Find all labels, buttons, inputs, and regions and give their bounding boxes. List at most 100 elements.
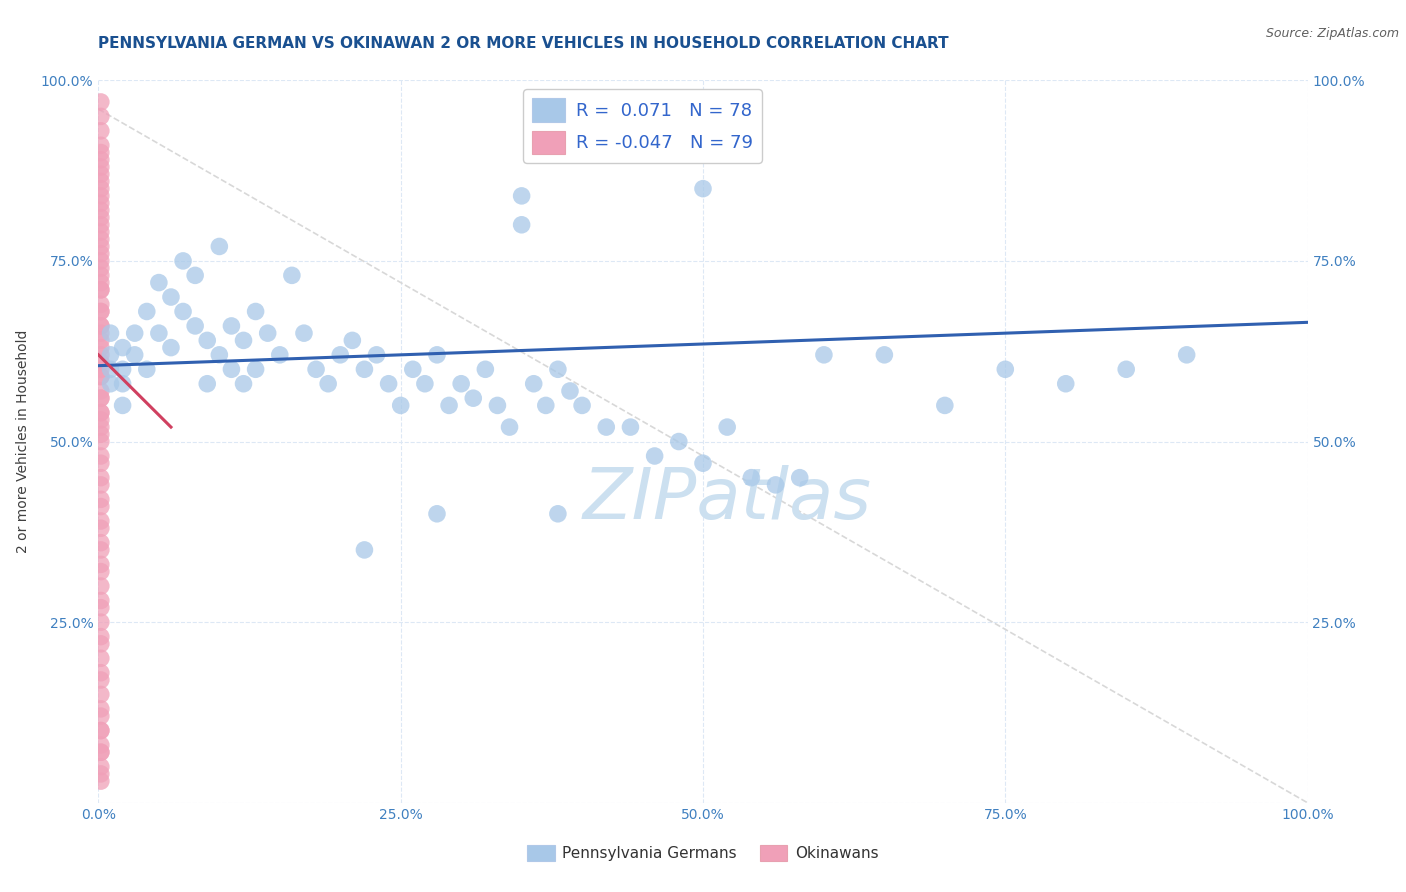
Point [135,304,157,318]
Point [90,391,112,405]
Point [90,334,112,348]
Point [90,160,112,174]
Point [366,348,388,362]
Point [221,362,243,376]
Point [90,391,112,405]
Point [100,326,122,340]
Point [342,334,364,348]
Point [111,376,134,391]
Point [90,110,112,124]
Point [789,470,811,484]
Point [1054,376,1077,391]
Point [90,304,112,318]
Point [90,239,112,253]
Point [90,745,112,759]
Point [90,225,112,239]
Point [353,542,375,557]
Point [90,196,112,211]
Point [668,434,690,449]
Point [90,326,112,340]
Point [90,348,112,362]
Point [571,398,593,412]
Point [90,456,112,470]
Point [90,124,112,138]
Point [765,478,787,492]
Point [195,334,218,348]
Text: PENNSYLVANIA GERMAN VS OKINAWAN 2 OR MORE VEHICLES IN HOUSEHOLD CORRELATION CHAR: PENNSYLVANIA GERMAN VS OKINAWAN 2 OR MOR… [98,36,949,51]
Point [90,153,112,167]
Point [90,253,112,268]
Point [305,362,328,376]
Point [90,283,112,297]
Point [329,348,352,362]
Point [172,304,194,318]
Point [90,478,112,492]
Point [1115,362,1137,376]
Point [90,500,112,514]
Point [90,651,112,665]
Point [90,95,112,109]
Point [90,630,112,644]
Point [124,348,146,362]
Point [90,203,112,218]
Point [90,492,112,507]
Point [389,398,412,412]
Point [486,398,509,412]
Point [90,145,112,160]
Point [90,687,112,701]
Point [90,579,112,593]
Point [547,362,569,376]
Point [90,470,112,484]
Point [184,318,207,333]
Point [437,398,460,412]
Point [426,507,449,521]
Point [111,362,134,376]
Point [90,565,112,579]
Point [90,362,112,376]
Point [558,384,581,398]
Point [135,362,157,376]
Point [281,268,304,283]
Y-axis label: 2 or more Vehicles in Household: 2 or more Vehicles in Household [15,330,30,553]
Point [269,348,291,362]
Point [547,507,569,521]
Point [426,348,449,362]
Point [90,745,112,759]
Point [90,723,112,738]
Point [90,276,112,290]
Point [474,362,496,376]
Point [90,702,112,716]
Point [463,391,485,405]
Point [90,723,112,738]
Point [90,521,112,535]
Point [160,341,183,355]
Point [90,174,112,188]
Point [994,362,1017,376]
Point [232,376,254,391]
Point [510,189,533,203]
Point [692,182,714,196]
Point [90,167,112,181]
Point [245,304,267,318]
Point [813,348,835,362]
Point [90,593,112,607]
Point [90,369,112,384]
Point [316,376,339,391]
Point [413,376,436,391]
Point [90,427,112,442]
Point [90,420,112,434]
Point [498,420,520,434]
Point [90,406,112,420]
Point [184,268,207,283]
Point [90,355,112,369]
Point [740,470,762,484]
Point [353,362,375,376]
Point [644,449,666,463]
Point [195,376,218,391]
Point [377,376,399,391]
Point [245,362,267,376]
Point [124,326,146,340]
Point [90,406,112,420]
Point [90,434,112,449]
Point [90,304,112,318]
